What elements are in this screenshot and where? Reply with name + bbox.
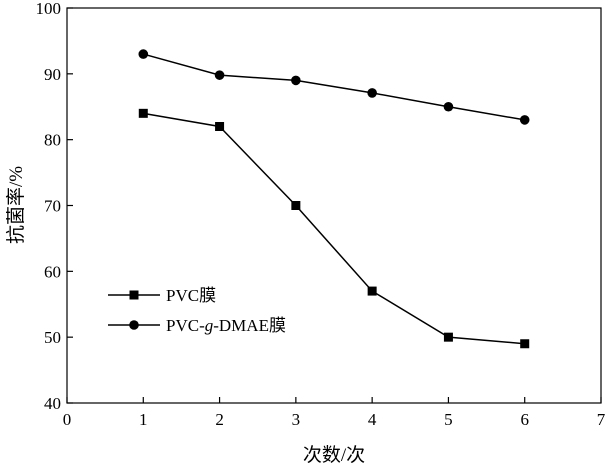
- y-tick-label: 50: [44, 328, 61, 347]
- y-tick-label: 80: [44, 131, 61, 150]
- x-tick-label: 5: [444, 410, 453, 429]
- y-tick-label: 70: [44, 197, 61, 216]
- data-point-pvc: [443, 332, 453, 342]
- y-tick-label: 100: [36, 0, 62, 18]
- x-axis-label: 次数/次: [303, 444, 365, 466]
- data-point-pvc: [291, 201, 301, 210]
- y-tick-label: 40: [44, 394, 61, 413]
- x-tick-label: 1: [139, 410, 148, 429]
- data-point-pvc-g-dmae: [367, 88, 377, 98]
- legend-marker-circle: [129, 320, 139, 330]
- data-point-pvc-g-dmae: [138, 49, 149, 59]
- x-tick-label: 6: [520, 410, 529, 429]
- legend-label-pvc: PVC膜: [166, 286, 216, 305]
- y-tick-label: 90: [44, 65, 61, 84]
- legend-label-part-1: PVC-: [166, 316, 205, 335]
- data-point-pvc: [138, 108, 148, 118]
- legend-label-pvc-g-dmae: PVC-g-DMAE膜: [166, 316, 286, 335]
- data-point-pvc: [215, 122, 225, 131]
- legend-marker-square: [129, 290, 139, 300]
- x-tick-label: 3: [292, 410, 301, 429]
- legend: PVC膜 PVC-g-DMAE膜: [108, 286, 286, 335]
- x-tick-label: 7: [597, 410, 605, 429]
- x-tick-label: 4: [368, 410, 377, 429]
- series-line-pvc: [143, 112, 525, 345]
- data-point-pvc: [367, 286, 377, 296]
- y-tick-label: 60: [44, 262, 61, 281]
- x-axis-ticks: 0 1 2 3 4 5 6 7: [63, 397, 605, 429]
- data-point-pvc-g-dmae: [214, 70, 225, 80]
- series-layer: [138, 49, 530, 349]
- data-point-pvc-g-dmae: [443, 101, 454, 112]
- y-axis-label: 抗菌率/%: [5, 166, 27, 244]
- y-axis-ticks: 40 50 60 70 80 90 100: [36, 0, 73, 413]
- x-tick-label: 2: [215, 410, 224, 429]
- x-tick-label: 0: [63, 410, 72, 429]
- legend-label-part-italic: g: [205, 316, 214, 335]
- series-line-pvc-g-dmae: [143, 53, 525, 121]
- data-point-pvc: [520, 339, 530, 349]
- data-point-pvc-g-dmae: [291, 75, 301, 86]
- data-point-pvc-g-dmae: [519, 115, 530, 125]
- legend-label-part-2: -DMAE膜: [213, 316, 286, 335]
